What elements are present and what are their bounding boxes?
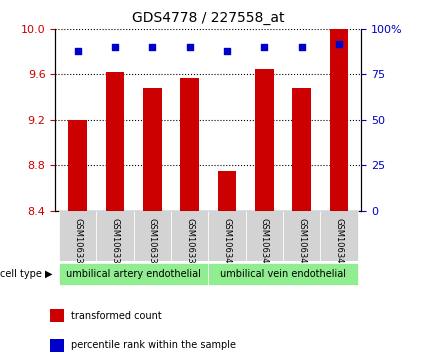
FancyBboxPatch shape: [171, 211, 208, 261]
Text: GSM1063397: GSM1063397: [110, 218, 119, 274]
FancyBboxPatch shape: [208, 262, 357, 285]
FancyBboxPatch shape: [320, 211, 357, 261]
Point: [149, 44, 156, 50]
Text: cell type ▶: cell type ▶: [0, 269, 52, 279]
FancyBboxPatch shape: [59, 211, 96, 261]
FancyBboxPatch shape: [246, 211, 283, 261]
Bar: [50, 309, 64, 322]
Point: [111, 44, 118, 50]
Text: GSM1063408: GSM1063408: [334, 218, 343, 274]
Point: [298, 44, 305, 50]
Text: GSM1063406: GSM1063406: [260, 218, 269, 274]
Point: [186, 44, 193, 50]
Point: [335, 41, 342, 46]
Text: GSM1063407: GSM1063407: [297, 218, 306, 274]
FancyBboxPatch shape: [59, 262, 208, 285]
Point: [261, 44, 268, 50]
Bar: [143, 88, 162, 211]
Text: transformed count: transformed count: [71, 311, 162, 321]
FancyBboxPatch shape: [133, 211, 171, 261]
Bar: [68, 120, 87, 211]
Text: GSM1063396: GSM1063396: [73, 218, 82, 274]
Bar: [218, 171, 236, 211]
Text: umbilical artery endothelial: umbilical artery endothelial: [66, 269, 201, 279]
Text: GSM1063399: GSM1063399: [185, 218, 194, 274]
Bar: [180, 78, 199, 211]
Bar: [329, 29, 348, 211]
Point: [74, 48, 81, 54]
Point: [224, 48, 230, 54]
Text: percentile rank within the sample: percentile rank within the sample: [71, 340, 236, 350]
FancyBboxPatch shape: [96, 211, 133, 261]
Text: GSM1063405: GSM1063405: [222, 218, 231, 274]
Title: GDS4778 / 227558_at: GDS4778 / 227558_at: [132, 11, 284, 25]
Bar: [292, 88, 311, 211]
FancyBboxPatch shape: [283, 211, 320, 261]
Text: GSM1063398: GSM1063398: [148, 218, 157, 274]
Bar: [106, 72, 124, 211]
Bar: [255, 69, 274, 211]
Text: umbilical vein endothelial: umbilical vein endothelial: [220, 269, 346, 279]
Bar: [50, 339, 64, 352]
FancyBboxPatch shape: [208, 211, 246, 261]
